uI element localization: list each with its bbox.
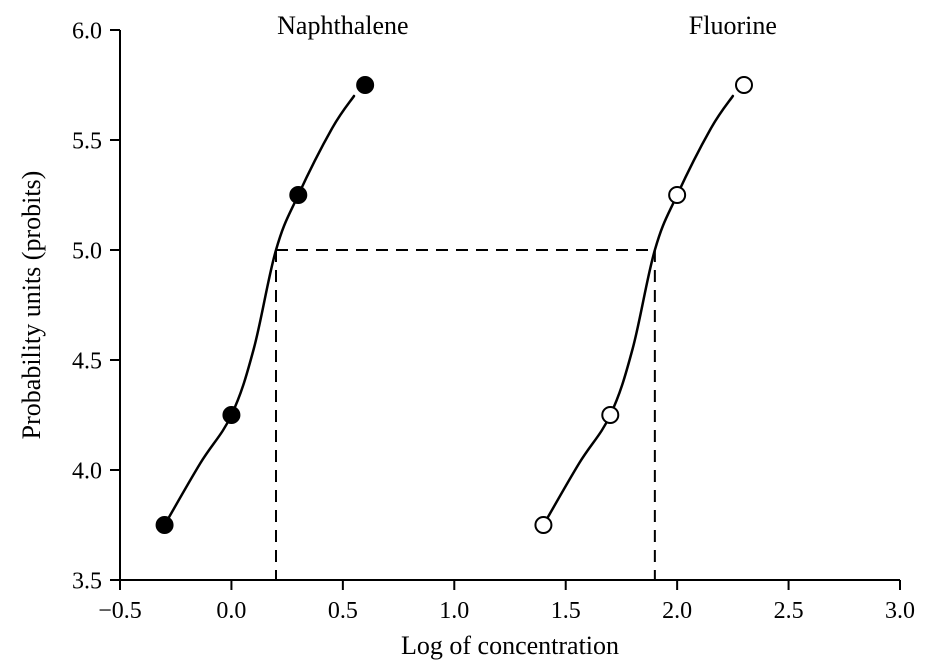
- y-tick-label: 4.5: [72, 348, 102, 374]
- series-marker-fluorine: [669, 187, 685, 203]
- series-marker-naphthalene: [357, 77, 373, 93]
- y-tick-label: 4.0: [72, 458, 102, 484]
- series-marker-naphthalene: [157, 517, 173, 533]
- x-tick-label: 3.0: [885, 598, 915, 624]
- x-tick-label: 2.0: [662, 598, 692, 624]
- x-tick-label: 0.5: [328, 598, 358, 624]
- x-tick-label: 0.0: [216, 598, 246, 624]
- x-tick-label: 1.0: [439, 598, 469, 624]
- series-label-naphthalene: Naphthalene: [277, 11, 408, 40]
- y-tick-label: 3.5: [72, 568, 102, 594]
- y-axis-label: Probability units (probits): [17, 171, 46, 440]
- series-marker-fluorine: [736, 77, 752, 93]
- x-tick-label: 1.5: [551, 598, 581, 624]
- series-marker-fluorine: [535, 517, 551, 533]
- series-marker-naphthalene: [223, 407, 239, 423]
- y-tick-label: 5.5: [72, 128, 102, 154]
- series-marker-fluorine: [602, 407, 618, 423]
- x-axis-label: Log of concentration: [401, 631, 619, 660]
- y-tick-label: 6.0: [72, 18, 102, 44]
- x-tick-label: 2.5: [774, 598, 804, 624]
- y-tick-label: 5.0: [72, 238, 102, 264]
- probit-chart: −0.5 0.0 0.5 1.0 1.5 2.0 2.5 3.0 3.5 4.0 4.5 5.0 5.5…: [0, 0, 937, 670]
- x-tick-label: −0.5: [98, 598, 142, 624]
- series-label-fluorine: Fluorine: [689, 11, 777, 40]
- series-marker-naphthalene: [290, 187, 306, 203]
